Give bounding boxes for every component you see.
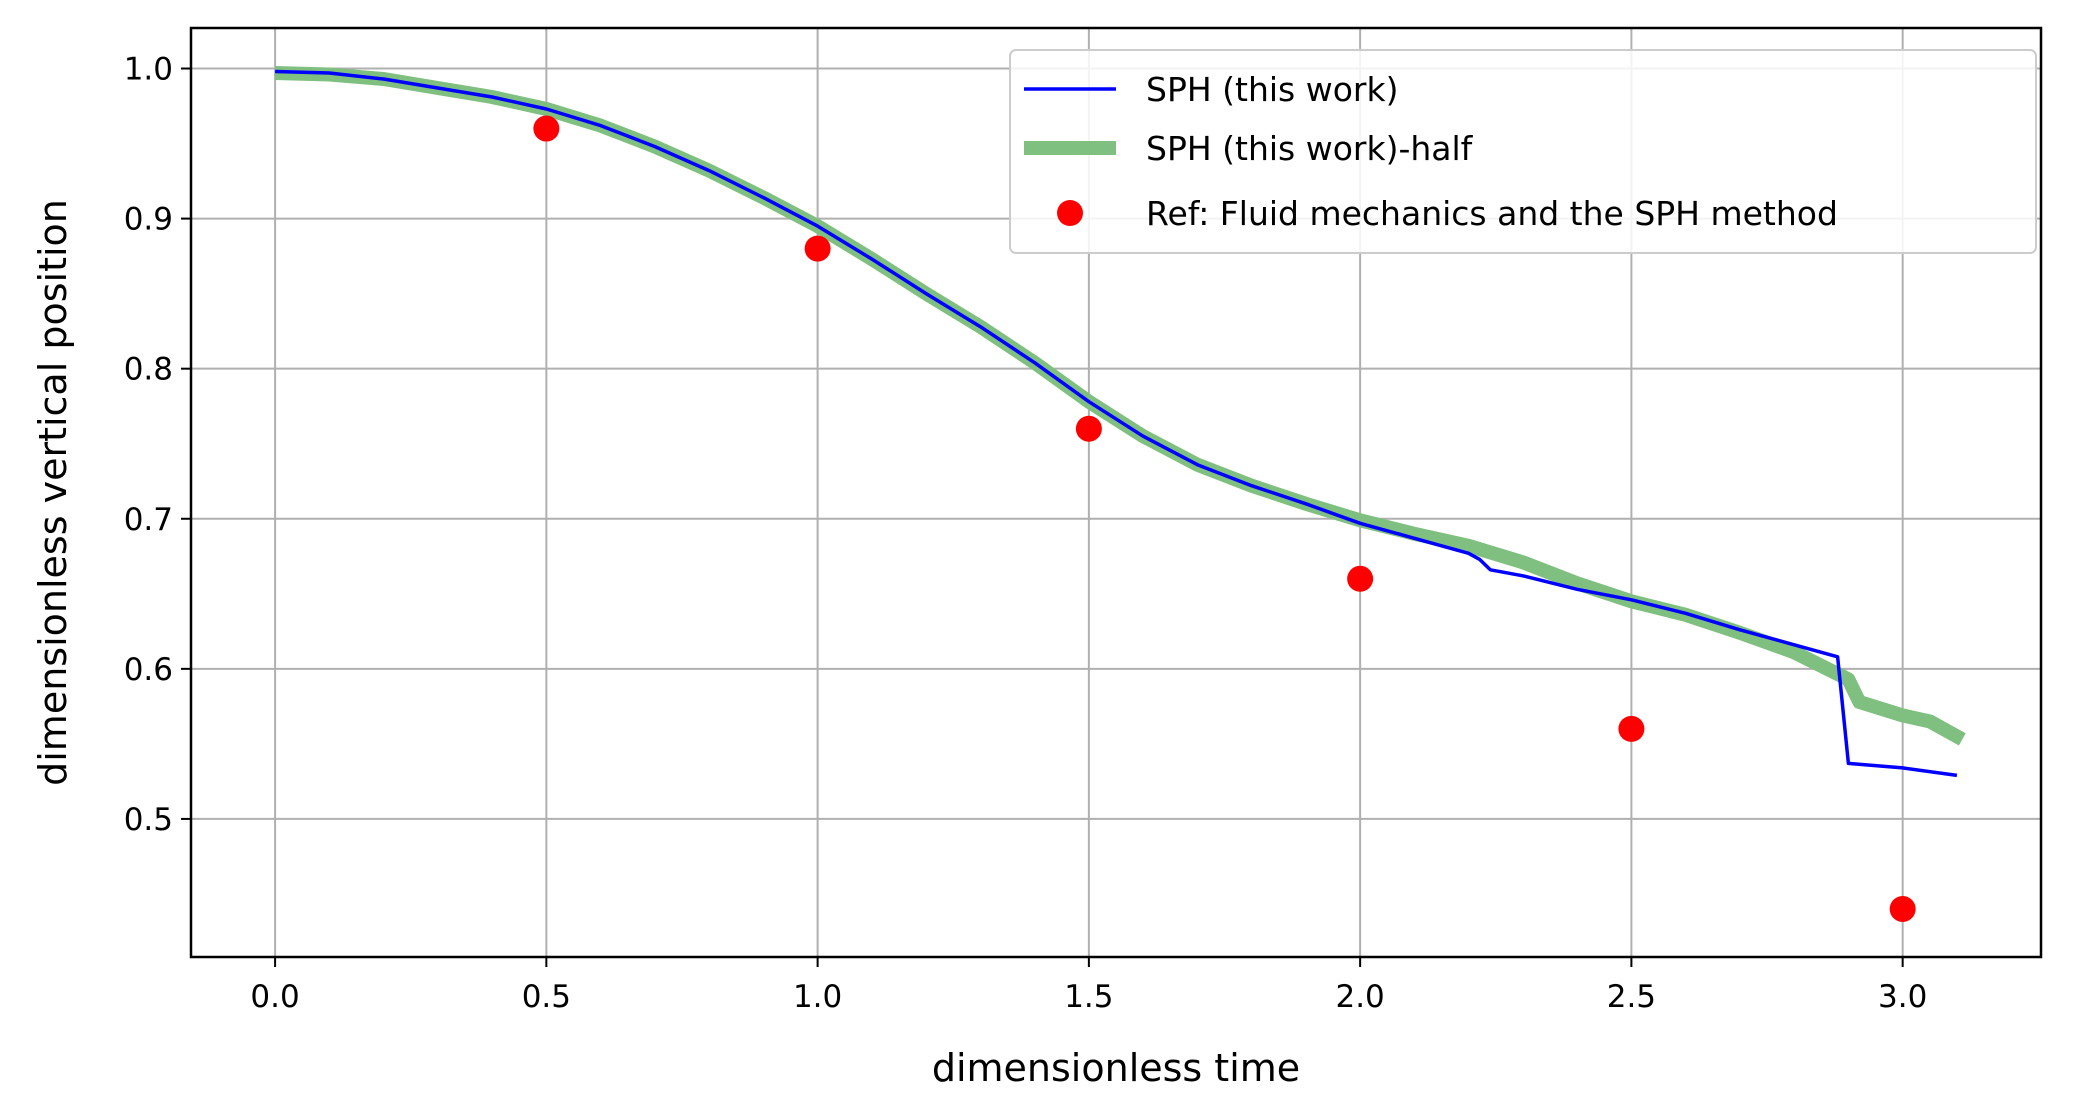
ref-data-point <box>1889 895 1916 922</box>
series-layer <box>274 66 1966 922</box>
y-tick-label: 0.6 <box>124 652 173 688</box>
ticks: 0.0 0.5 1.0 1.5 2.0 2.5 3.0 0.5 0.6 0.7 0.8 0.9 1.0 <box>124 52 1928 1015</box>
ref-data-point <box>1618 715 1645 742</box>
legend: SPH (this work) SPH (this work)-half Ref: … <box>1009 49 2037 254</box>
y-tick-label: 0.8 <box>124 352 173 388</box>
x-tick-label: 2.0 <box>1335 979 1384 1015</box>
x-tick-label: 2.5 <box>1607 979 1656 1015</box>
legend-label: SPH (this work)-half <box>1146 129 1474 168</box>
x-tick-label: 0.0 <box>250 979 299 1015</box>
legend-box <box>1009 49 2037 254</box>
x-tick-label: 3.0 <box>1878 979 1927 1015</box>
y-tick-label: 0.7 <box>124 502 173 538</box>
x-axis-label: dimensionless time <box>932 1046 1300 1090</box>
y-tick-label: 0.9 <box>124 202 173 238</box>
ref-data-point <box>804 235 831 262</box>
y-tick-label: 0.5 <box>124 802 173 838</box>
plot-frame <box>189 26 2043 959</box>
ref-data-point <box>1075 415 1102 442</box>
y-tick-label: 1.0 <box>124 52 173 88</box>
ref-data-point <box>533 115 560 142</box>
legend-label: Ref: Fluid mechanics and the SPH method <box>1146 194 1838 233</box>
y-axis-label: dimensionless vertical position <box>31 199 75 786</box>
x-tick-label: 1.5 <box>1064 979 1113 1015</box>
series-line-sph <box>275 69 1958 778</box>
ref-data-point <box>1347 565 1374 592</box>
legend-swatch-ref <box>1057 200 1083 226</box>
x-tick-label: 1.0 <box>793 979 842 1015</box>
legend-label: SPH (this work) <box>1146 70 1398 109</box>
x-tick-label: 0.5 <box>522 979 571 1015</box>
